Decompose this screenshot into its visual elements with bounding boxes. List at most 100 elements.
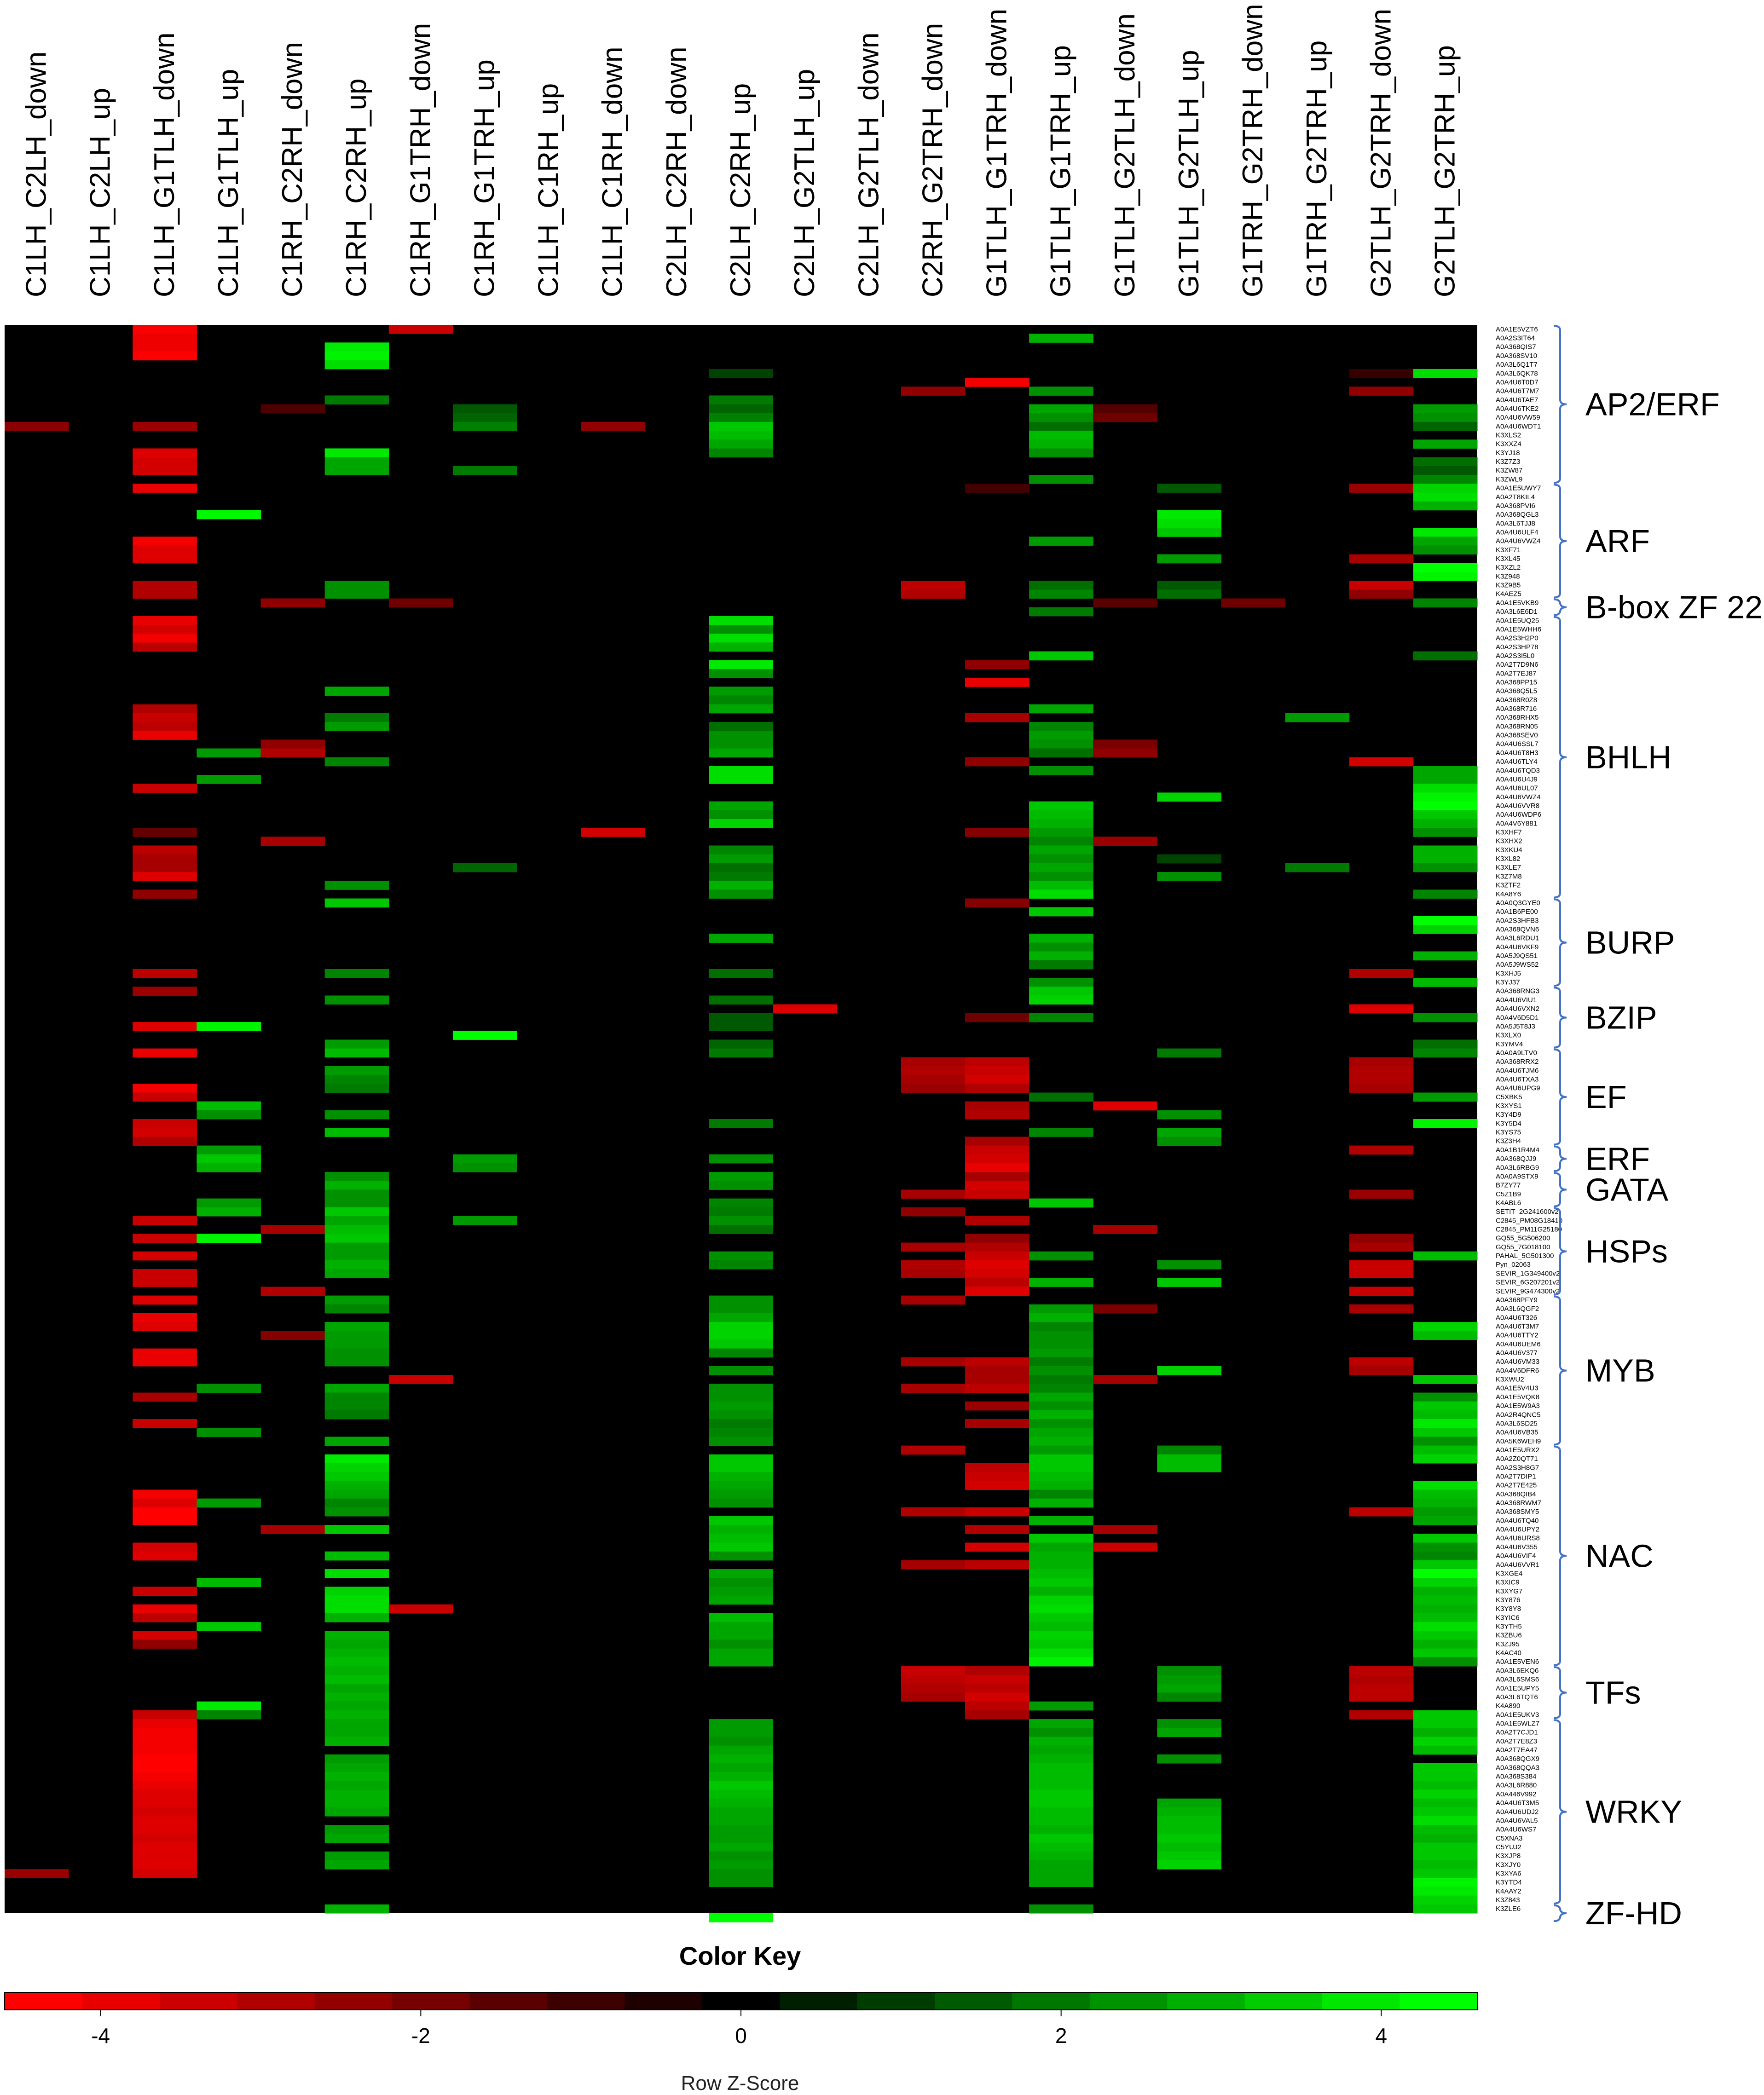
row-label: A0A1E5WLZ7: [1496, 1720, 1539, 1727]
heatmap-cell: [965, 1384, 1029, 1393]
heatmap-cell: [133, 1516, 197, 1525]
heatmap-cell: [901, 1084, 966, 1093]
heatmap-cell: [324, 1569, 389, 1578]
heatmap-cell: [1349, 1145, 1414, 1155]
color-key-tick-label: 0: [735, 2024, 747, 2048]
heatmap-cell: [709, 413, 774, 422]
heatmap-cell: [1413, 484, 1478, 493]
heatmap-cell: [388, 1375, 453, 1384]
heatmap-cell: [324, 1639, 389, 1649]
heatmap-cell: [324, 881, 389, 890]
heatmap-cell: [709, 695, 774, 705]
family-bracket: [1553, 1145, 1567, 1172]
heatmap-cell: [709, 1304, 774, 1314]
heatmap-cell: [324, 1216, 389, 1225]
heatmap-cell: [1349, 581, 1414, 590]
heatmap-cell: [965, 1013, 1029, 1022]
heatmap-cell: [1157, 1728, 1221, 1737]
heatmap-cell: [901, 1057, 966, 1067]
row-label: A0A4U6SSL7: [1496, 740, 1538, 748]
heatmap-cell: [1157, 1825, 1221, 1834]
heatmap-cell: [1413, 1639, 1478, 1649]
heatmap-cell: [452, 413, 517, 422]
heatmap-cell: [324, 1207, 389, 1217]
heatmap-cell: [1093, 1525, 1157, 1534]
heatmap-cell: [1029, 475, 1093, 484]
heatmap-cell: [965, 1101, 1029, 1111]
heatmap-cell: [901, 1666, 966, 1675]
heatmap-cell: [324, 1454, 389, 1464]
row-label: A0A4U6VAL5: [1496, 1817, 1538, 1824]
row-label: K3XHX2: [1496, 837, 1522, 845]
row-label: A0A4U6VWZ4: [1496, 537, 1541, 545]
heatmap-cell: [709, 819, 774, 828]
row-label: K3XIC9: [1496, 1579, 1520, 1587]
heatmap-cell: [965, 1251, 1029, 1261]
heatmap-cell: [1029, 1516, 1093, 1525]
heatmap-cell: [197, 775, 261, 784]
row-label: A0A2T7D9N6: [1496, 661, 1538, 669]
heatmap-cell: [1029, 872, 1093, 881]
heatmap-cell: [1349, 1507, 1414, 1517]
heatmap-cell: [1029, 334, 1093, 343]
row-label: K3Y8Y8: [1496, 1605, 1521, 1613]
heatmap-cell: [197, 1384, 261, 1393]
heatmap-cell: [324, 713, 389, 722]
heatmap-cell: [709, 881, 774, 890]
heatmap-cell: [1029, 1701, 1093, 1711]
heatmap-cell: [324, 969, 389, 978]
row-label: Pyn_02063: [1496, 1261, 1531, 1269]
heatmap-cell: [1413, 1013, 1478, 1022]
heatmap-cell: [1029, 651, 1093, 661]
heatmap-cell: [133, 1357, 197, 1367]
heatmap-cell: [324, 1251, 389, 1261]
heatmap-cell: [901, 581, 966, 590]
heatmap-cell: [1029, 1816, 1093, 1825]
column-label: C1LH_C2LH_up: [85, 88, 116, 297]
row-label: PAHAL_5G501300: [1496, 1252, 1554, 1260]
heatmap-cell: [1093, 1225, 1157, 1234]
heatmap-cell: [1029, 1878, 1093, 1887]
heatmap-cell: [709, 801, 774, 811]
heatmap-cell: [1029, 1472, 1093, 1481]
heatmap-cell: [709, 1842, 774, 1852]
heatmap-cell: [1029, 881, 1093, 890]
column-label: G1TLH_G1TRH_down: [981, 9, 1013, 297]
heatmap-cell: [1157, 1684, 1221, 1693]
heatmap-cell: [1413, 801, 1478, 811]
row-label: A0A1E5UWY7: [1496, 485, 1541, 492]
row-label: K3XL45: [1496, 555, 1520, 563]
heatmap-cell: [1029, 819, 1093, 828]
row-label: K4AC40: [1496, 1649, 1521, 1657]
heatmap-cell: [133, 1772, 197, 1781]
heatmap-cell: [1413, 1595, 1478, 1605]
row-label: A0A1E5VEN6: [1496, 1658, 1539, 1666]
column-label: C1LH_C1RH_down: [597, 47, 629, 298]
heatmap-cell: [1029, 1322, 1093, 1331]
heatmap-cell: [324, 1851, 389, 1861]
heatmap-cell: [1029, 1366, 1093, 1375]
family-label: HSPs: [1585, 1234, 1668, 1270]
color-key-swatch: [1012, 1992, 1090, 2010]
heatmap-cell: [709, 395, 774, 405]
heatmap-cell: [901, 1684, 966, 1693]
heatmap-cell: [324, 1834, 389, 1843]
row-label: A0A4U6T0D7: [1496, 378, 1538, 386]
color-key-swatch: [469, 1992, 548, 2010]
heatmap-cell: [709, 625, 774, 634]
heatmap-cell: [1029, 1904, 1093, 1914]
heatmap-cell: [1029, 1789, 1093, 1799]
row-label: A0A4U6VXN2: [1496, 1005, 1539, 1013]
row-label: A0A4U6TLY4: [1496, 758, 1538, 766]
heatmap-cell: [1349, 1675, 1414, 1684]
heatmap-cell: [324, 1631, 389, 1640]
heatmap-cell: [1157, 1366, 1221, 1375]
heatmap-cell: [1413, 1798, 1478, 1808]
heatmap-cell: [901, 1189, 966, 1199]
heatmap-cell: [709, 1534, 774, 1543]
heatmap-cell: [1029, 951, 1093, 961]
family-label: GATA: [1585, 1172, 1669, 1207]
heatmap-cell: [1413, 792, 1478, 802]
heatmap-cell: [133, 1419, 197, 1428]
